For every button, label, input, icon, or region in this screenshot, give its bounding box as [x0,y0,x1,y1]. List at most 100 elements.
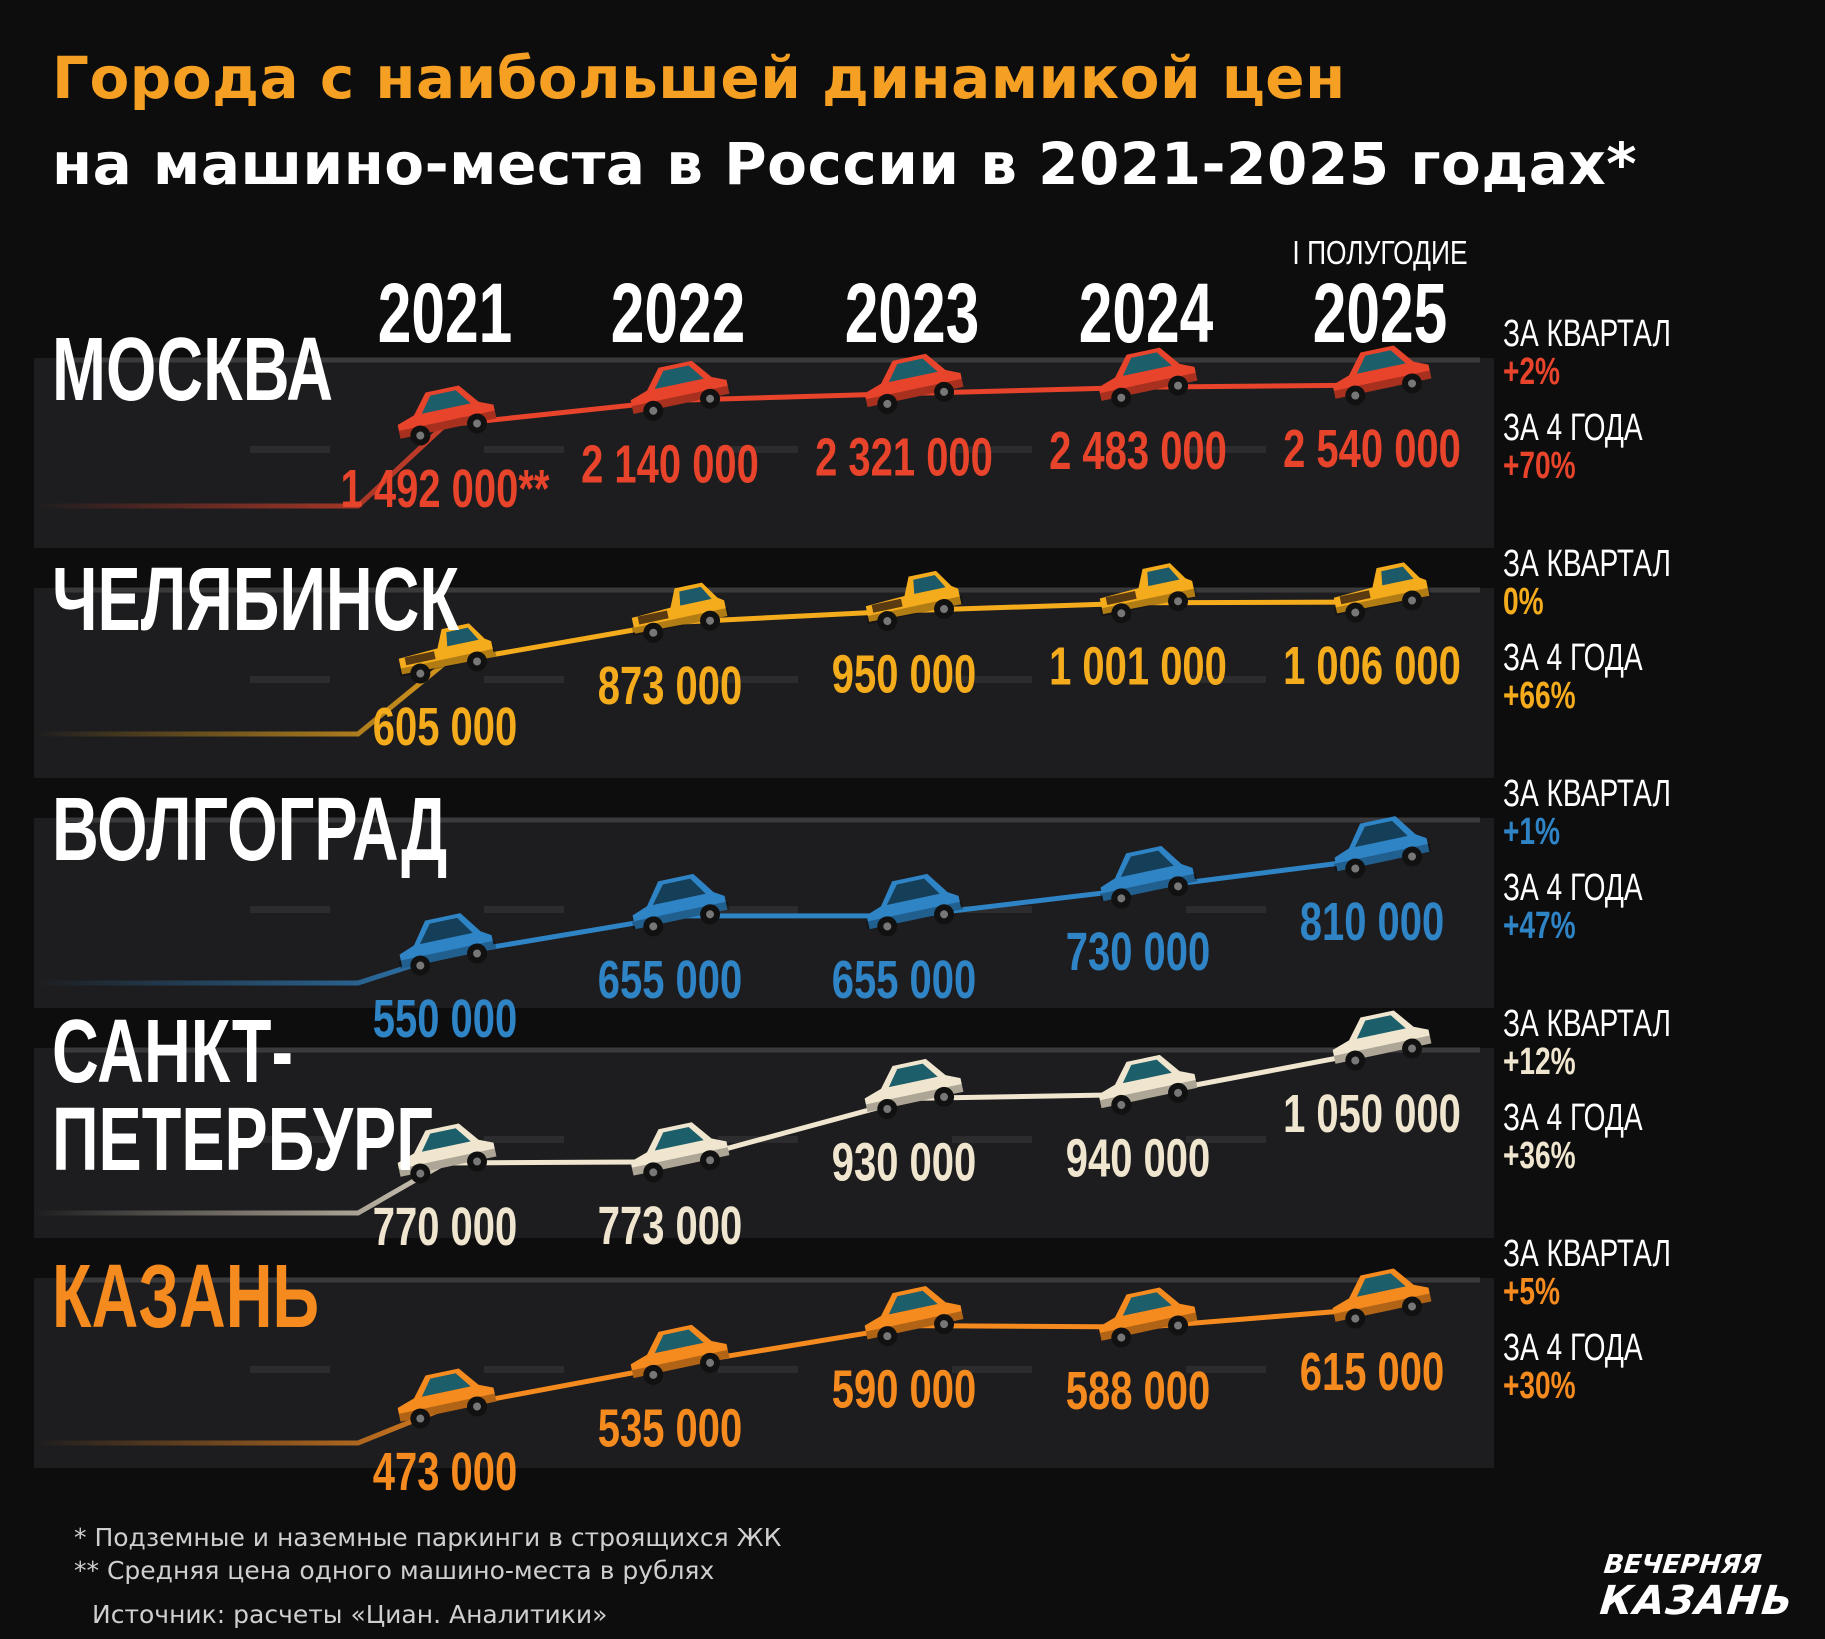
car-marker [1332,1268,1432,1329]
year-header-2025: 2025 [1313,266,1448,360]
car-marker [865,873,964,937]
road-dash [952,1136,1032,1143]
data-label: 550 000 [373,989,517,1049]
road-dash [952,446,1032,453]
car-marker [1098,347,1198,408]
road-dash [1186,1366,1266,1373]
road-dash [250,906,330,913]
stat-label: ЗА КВАРТАЛ [1503,1003,1671,1045]
stat-value: 0% [1503,581,1544,623]
year-header-2023: 2023 [845,266,980,360]
road-dash [1186,446,1266,453]
car-marker [397,385,497,446]
car-marker [864,1058,964,1119]
car-marker [1099,563,1198,624]
stat-value: +66% [1503,675,1576,717]
city-name: ВОЛГОГРАД [52,779,447,880]
city-name: КАЗАНЬ [52,1246,319,1347]
city-name: МОСКВА [52,319,333,420]
data-label: 730 000 [1066,922,1210,982]
data-label: 810 000 [1300,892,1444,952]
road-dash [1186,1136,1266,1143]
data-label: 950 000 [832,645,976,705]
stat-value: +36% [1503,1135,1576,1177]
stat-label: ЗА 4 ГОДА [1503,407,1643,449]
stat-label: ЗА КВАРТАЛ [1503,1233,1671,1275]
stat-label: ЗА 4 ГОДА [1503,1327,1643,1369]
city-name: ЧЕЛЯБИНСК [52,549,459,650]
stat-label: ЗА КВАРТАЛ [1503,543,1671,585]
series-tail [34,661,447,737]
car-marker [630,1122,730,1183]
road-dash [250,446,330,453]
data-label: 940 000 [1066,1129,1210,1189]
series-2: 550 000 655 000 655 000 730 000 810 000 ВОЛГО… [34,773,1671,1050]
car-marker [631,582,730,643]
logo-line-1: ВЕЧЕРНЯЯ [1602,1550,1763,1580]
road-dash [484,446,564,453]
stat-value: +70% [1503,445,1576,487]
road-dash [250,676,330,683]
car-marker [1332,1010,1432,1071]
car-marker [398,913,497,976]
data-label: 588 000 [1066,1361,1210,1421]
data-label: 615 000 [1300,1342,1444,1402]
data-label: 473 000 [373,1442,517,1502]
footnote-2: ** Средняя цена одного машино-места в ру… [74,1556,715,1585]
car-marker [1333,562,1432,623]
car-marker [397,1123,497,1184]
road-dash [1186,906,1266,913]
data-label: 535 000 [598,1399,742,1459]
year-header-2024: 2024 [1079,266,1214,360]
city-name: ПЕТЕРБУРГ [52,1089,433,1190]
data-label: 930 000 [832,1133,976,1193]
data-label: 873 000 [598,656,742,716]
series-3: 770 000 773 000 930 000 940 000 1 050 000 САН… [34,1001,1671,1258]
stat-label: ЗА 4 ГОДА [1503,867,1643,909]
series-0: 1 492 000** 2 140 000 2 321 000 2 483 000 2 … [34,313,1671,548]
car-marker [864,353,964,414]
data-label: 1 001 000 [1049,637,1227,697]
stat-label: ЗА 4 ГОДА [1503,1097,1643,1139]
car-marker [1098,1054,1198,1115]
road-dash [952,906,1032,913]
data-label: 2 540 000 [1283,419,1461,479]
series-1: 605 000 873 000 950 000 1 001 000 1 006 000 Ч… [34,543,1671,778]
road-dash [718,676,798,683]
data-label: 590 000 [832,1360,976,1420]
road-dash [718,1366,798,1373]
stat-value: +30% [1503,1365,1576,1407]
data-label: 605 000 [373,697,517,757]
car-marker [397,1368,497,1429]
stat-value: +2% [1503,351,1560,393]
city-name: САНКТ- [52,1001,293,1102]
car-marker [1099,845,1198,909]
road-dash [952,676,1032,683]
data-label: 2 483 000 [1049,421,1227,481]
stat-value: +5% [1503,1271,1560,1313]
road-dash [484,906,564,913]
chart-title-line-1: Города с наибольшей динамикой цен [52,44,1346,112]
data-label: 655 000 [598,950,742,1010]
car-marker [865,570,964,632]
chart-title-line-2: на машино-места в России в 2021-2025 год… [52,130,1638,198]
car-marker [1333,816,1432,879]
car-marker [630,1324,730,1385]
road-dash [1186,676,1266,683]
car-marker [1332,345,1432,406]
road-dash [718,446,798,453]
year-header-2022: 2022 [611,266,746,360]
data-label: 773 000 [598,1196,742,1256]
data-label: 2 321 000 [815,428,993,488]
car-marker [631,873,730,937]
series-tail [34,423,447,509]
data-label: 1 050 000 [1283,1084,1461,1144]
road-dash [718,906,798,913]
year-header-2021: 2021 [378,266,513,360]
stat-value: +1% [1503,811,1560,853]
series-4: 473 000 535 000 590 000 588 000 615 000 КАЗАН… [34,1233,1671,1503]
data-label: 1 006 000 [1283,636,1461,696]
car-marker [864,1286,964,1347]
stat-label: ЗА 4 ГОДА [1503,637,1643,679]
